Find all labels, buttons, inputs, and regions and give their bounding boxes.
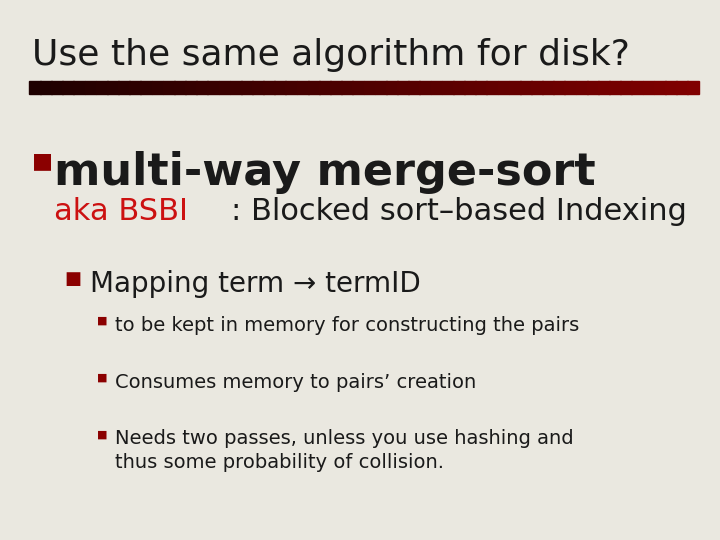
Bar: [453, 80, 465, 94]
Bar: [341, 80, 353, 94]
Bar: [352, 80, 364, 94]
Bar: [40, 80, 52, 94]
Bar: [475, 80, 487, 94]
Text: multi-way merge-sort: multi-way merge-sort: [54, 151, 595, 194]
Bar: [51, 80, 63, 94]
Text: ■: ■: [32, 151, 53, 171]
Bar: [152, 80, 163, 94]
Text: aka BSBI: aka BSBI: [54, 197, 188, 226]
Bar: [419, 80, 431, 94]
Bar: [163, 80, 174, 94]
Bar: [621, 80, 632, 94]
Bar: [687, 80, 699, 94]
Bar: [520, 80, 531, 94]
Bar: [62, 80, 74, 94]
Bar: [85, 80, 96, 94]
Bar: [631, 80, 644, 94]
Text: : Blocked sort–based Indexing: : Blocked sort–based Indexing: [230, 197, 686, 226]
Bar: [330, 80, 342, 94]
Bar: [96, 80, 108, 94]
Bar: [118, 80, 130, 94]
Bar: [319, 80, 330, 94]
Bar: [487, 80, 498, 94]
Bar: [464, 80, 476, 94]
Bar: [374, 80, 387, 94]
Bar: [252, 80, 264, 94]
Bar: [307, 80, 320, 94]
Text: Consumes memory to pairs’ creation: Consumes memory to pairs’ creation: [115, 373, 477, 392]
Bar: [364, 80, 376, 94]
Bar: [29, 80, 40, 94]
Text: Use the same algorithm for disk?: Use the same algorithm for disk?: [32, 38, 630, 72]
Text: to be kept in memory for constructing the pairs: to be kept in memory for constructing th…: [115, 316, 580, 335]
Bar: [130, 80, 141, 94]
Text: ■: ■: [65, 270, 82, 288]
Bar: [643, 80, 654, 94]
Bar: [431, 80, 442, 94]
Bar: [598, 80, 610, 94]
Text: ■: ■: [97, 316, 108, 326]
Bar: [542, 80, 554, 94]
Bar: [297, 80, 308, 94]
Bar: [386, 80, 397, 94]
Bar: [264, 80, 275, 94]
Text: Needs two passes, unless you use hashing and
thus some probability of collision.: Needs two passes, unless you use hashing…: [115, 429, 574, 472]
Bar: [274, 80, 286, 94]
Bar: [185, 80, 197, 94]
Text: ■: ■: [97, 373, 108, 383]
Text: ■: ■: [97, 429, 108, 440]
Bar: [654, 80, 665, 94]
Bar: [441, 80, 454, 94]
Bar: [285, 80, 297, 94]
Bar: [531, 80, 543, 94]
Bar: [397, 80, 409, 94]
Bar: [676, 80, 688, 94]
Bar: [207, 80, 220, 94]
Bar: [408, 80, 420, 94]
Bar: [508, 80, 521, 94]
Bar: [564, 80, 576, 94]
Bar: [587, 80, 599, 94]
Bar: [230, 80, 241, 94]
Bar: [196, 80, 208, 94]
Bar: [553, 80, 565, 94]
Bar: [609, 80, 621, 94]
Bar: [140, 80, 152, 94]
Bar: [107, 80, 119, 94]
Text: Mapping term → termID: Mapping term → termID: [90, 270, 420, 298]
Bar: [218, 80, 230, 94]
Bar: [240, 80, 253, 94]
Bar: [73, 80, 85, 94]
Bar: [576, 80, 588, 94]
Bar: [174, 80, 186, 94]
Bar: [498, 80, 510, 94]
Bar: [665, 80, 677, 94]
